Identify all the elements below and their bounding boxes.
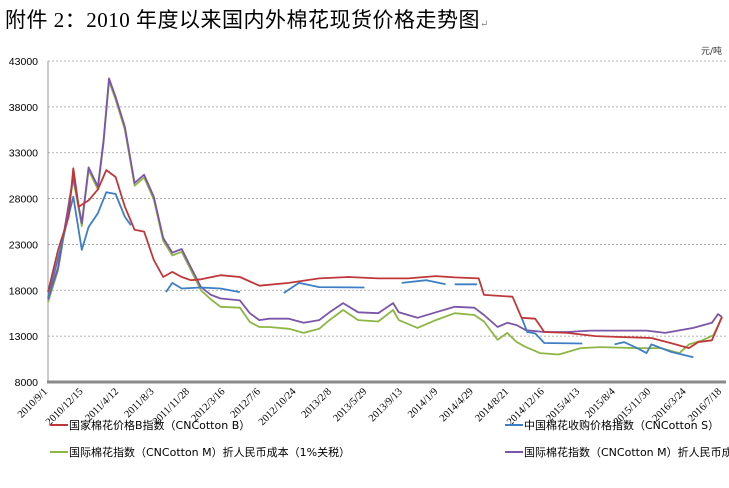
series-line-2 bbox=[47, 80, 723, 356]
legend-item: 国际棉花指数（CNCotton M）折人民币成本（滑准税） bbox=[505, 445, 729, 459]
paragraph-mark: ↵ bbox=[480, 19, 489, 30]
y-tick-label: 43000 bbox=[9, 56, 38, 68]
series-line-1 bbox=[47, 191, 694, 359]
x-tick-label: 2013/5/29 bbox=[331, 386, 369, 424]
y-tick-label: 13000 bbox=[9, 331, 38, 343]
legend: 国家棉花价格B指数（CNCotton B） 中国棉花收购价格指数（CNCotton… bbox=[50, 418, 729, 459]
series-line-3 bbox=[47, 77, 723, 334]
x-tick-label: 2013/9/13 bbox=[367, 386, 405, 424]
y-tick-label: 23000 bbox=[9, 239, 38, 251]
y-axis-unit-label: 元/吨 bbox=[701, 45, 722, 57]
x-tick-label: 2011/8/3 bbox=[123, 386, 157, 420]
legend-label: 国际棉花指数（CNCotton M）折人民币成本（1%关税） bbox=[69, 445, 350, 459]
x-tick-label: 2015/8/4 bbox=[584, 386, 619, 421]
legend-item: 中国棉花收购价格指数（CNCotton S） bbox=[505, 418, 719, 432]
series-line-0 bbox=[47, 167, 723, 349]
y-tick-label: 33000 bbox=[9, 148, 38, 160]
chart-title: 附件 2：2010 年度以来国内外棉花现货价格走势图↵ bbox=[5, 4, 489, 34]
series-lines bbox=[47, 77, 723, 359]
x-tick-label: 2014/4/29 bbox=[438, 386, 476, 424]
title-text: 附件 2：2010 年度以来国内外棉花现货价格走势图 bbox=[5, 8, 480, 32]
legend-item: 国际棉花指数（CNCotton M）折人民币成本（1%关税） bbox=[50, 445, 350, 459]
x-tick-label: 2014/1/9 bbox=[406, 386, 440, 420]
y-axis-ticks: 8000 13000 18000 23000 28000 33000 38000 43000 bbox=[9, 56, 38, 389]
y-tick-label: 8000 bbox=[15, 377, 39, 389]
x-tick-label: 2012/7/6 bbox=[229, 386, 263, 420]
y-tick-label: 18000 bbox=[9, 285, 38, 297]
y-tick-label: 38000 bbox=[9, 102, 38, 114]
y-tick-label: 28000 bbox=[9, 194, 38, 206]
legend-item: 国家棉花价格B指数（CNCotton B） bbox=[50, 418, 250, 432]
x-tick-label: 2012/10/24 bbox=[257, 386, 299, 428]
gridlines bbox=[48, 60, 726, 337]
legend-label: 国际棉花指数（CNCotton M）折人民币成本（滑准税） bbox=[524, 445, 729, 459]
legend-label: 中国棉花收购价格指数（CNCotton S） bbox=[524, 418, 719, 432]
legend-label: 国家棉花价格B指数（CNCotton B） bbox=[69, 418, 250, 432]
x-tick-label: 2010/9/1 bbox=[16, 386, 50, 420]
x-tick-label: 2013/2/8 bbox=[300, 386, 334, 420]
